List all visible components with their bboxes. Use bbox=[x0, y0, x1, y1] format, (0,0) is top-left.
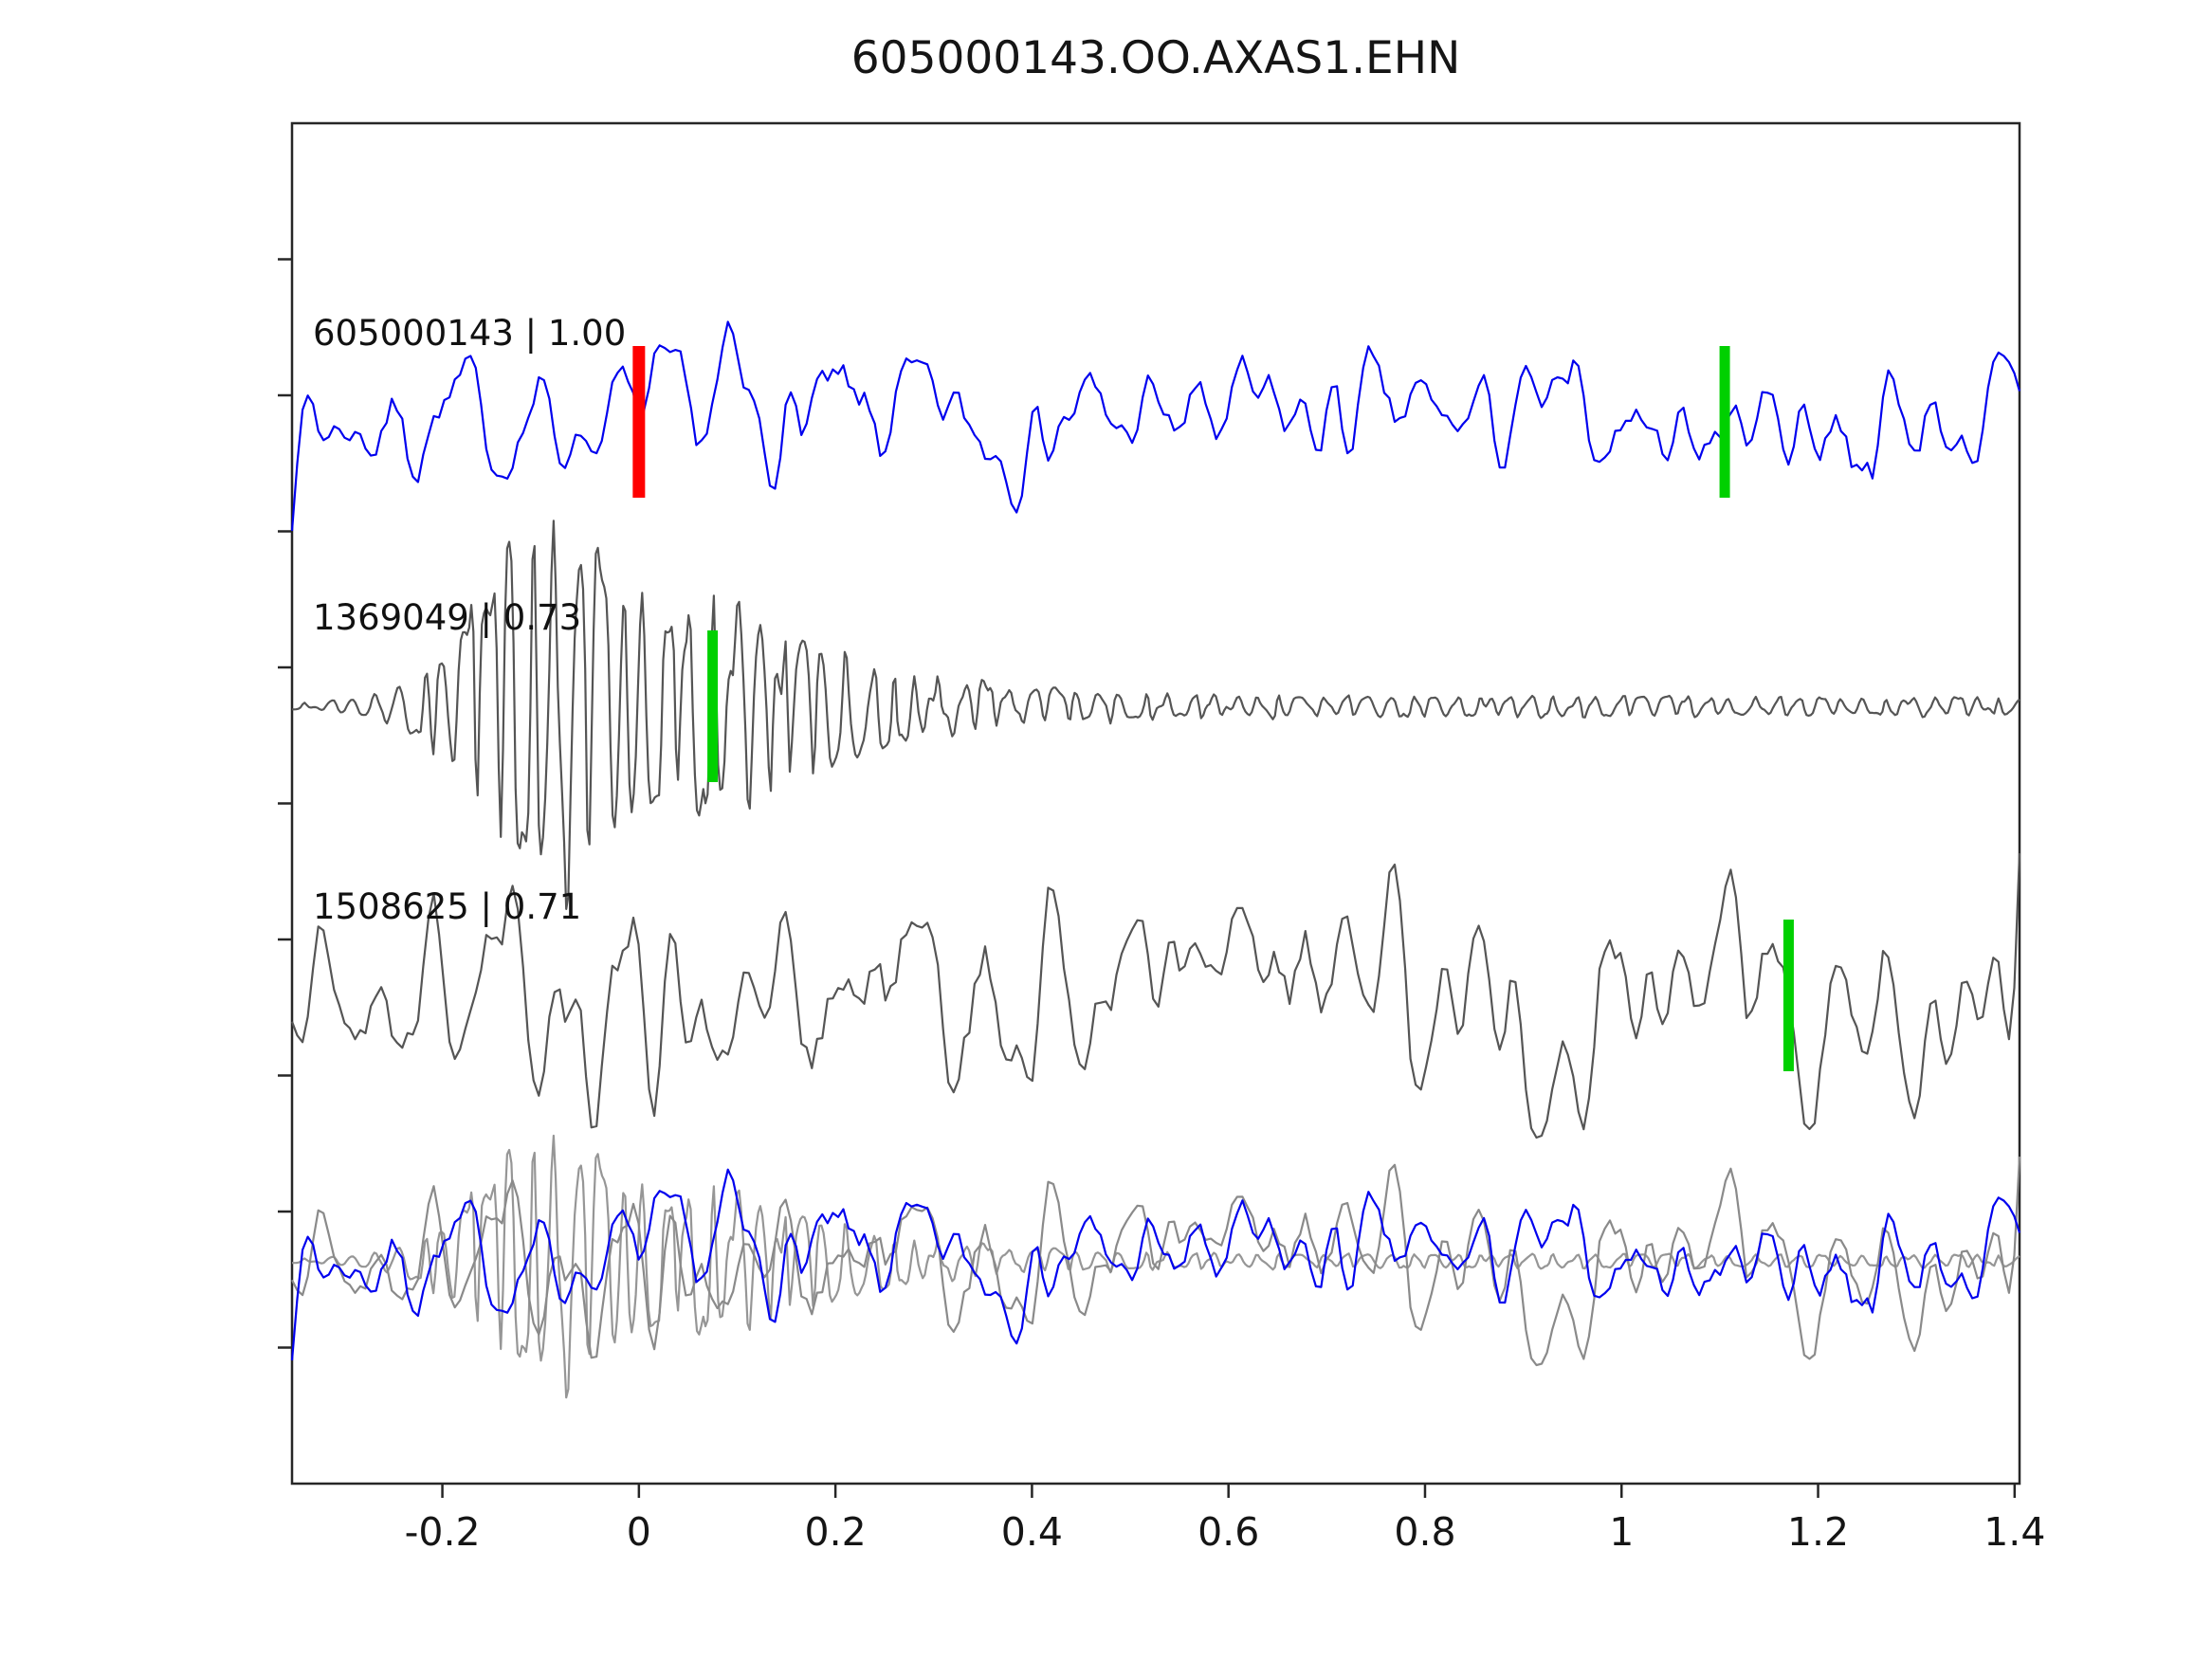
overlay-trace-0 bbox=[292, 1134, 2020, 1399]
trace-line-template-605000143 bbox=[290, 320, 2021, 532]
trace-label-detection-1: 1369049 | 0.73 bbox=[313, 597, 582, 638]
x-tick-label: 0 bbox=[626, 1509, 651, 1555]
x-tick-label: -0.2 bbox=[404, 1509, 481, 1555]
x-tick-label: 0.2 bbox=[804, 1509, 867, 1555]
x-tick-label: 0.8 bbox=[1394, 1509, 1456, 1555]
x-tick-label: 0.4 bbox=[1000, 1509, 1064, 1555]
x-tick-label: 0.6 bbox=[1197, 1509, 1260, 1555]
overlay-trace-2 bbox=[290, 1168, 2021, 1361]
x-tick-label: 1.2 bbox=[1786, 1509, 1850, 1555]
figure-title: 605000143.OO.AXAS1.EHN bbox=[850, 32, 1461, 84]
x-tick-label: 1 bbox=[1609, 1509, 1635, 1555]
trace-label-template: 605000143 | 1.00 bbox=[313, 313, 627, 354]
trace-line-detection-1369049 bbox=[292, 520, 2020, 911]
x-tick-label: 1.4 bbox=[1983, 1509, 2046, 1555]
trace-line-detection-1508625 bbox=[290, 853, 2021, 1139]
overlay-trace-1 bbox=[291, 1157, 2021, 1367]
trace-label-detection-2: 1508625 | 0.71 bbox=[313, 886, 582, 927]
